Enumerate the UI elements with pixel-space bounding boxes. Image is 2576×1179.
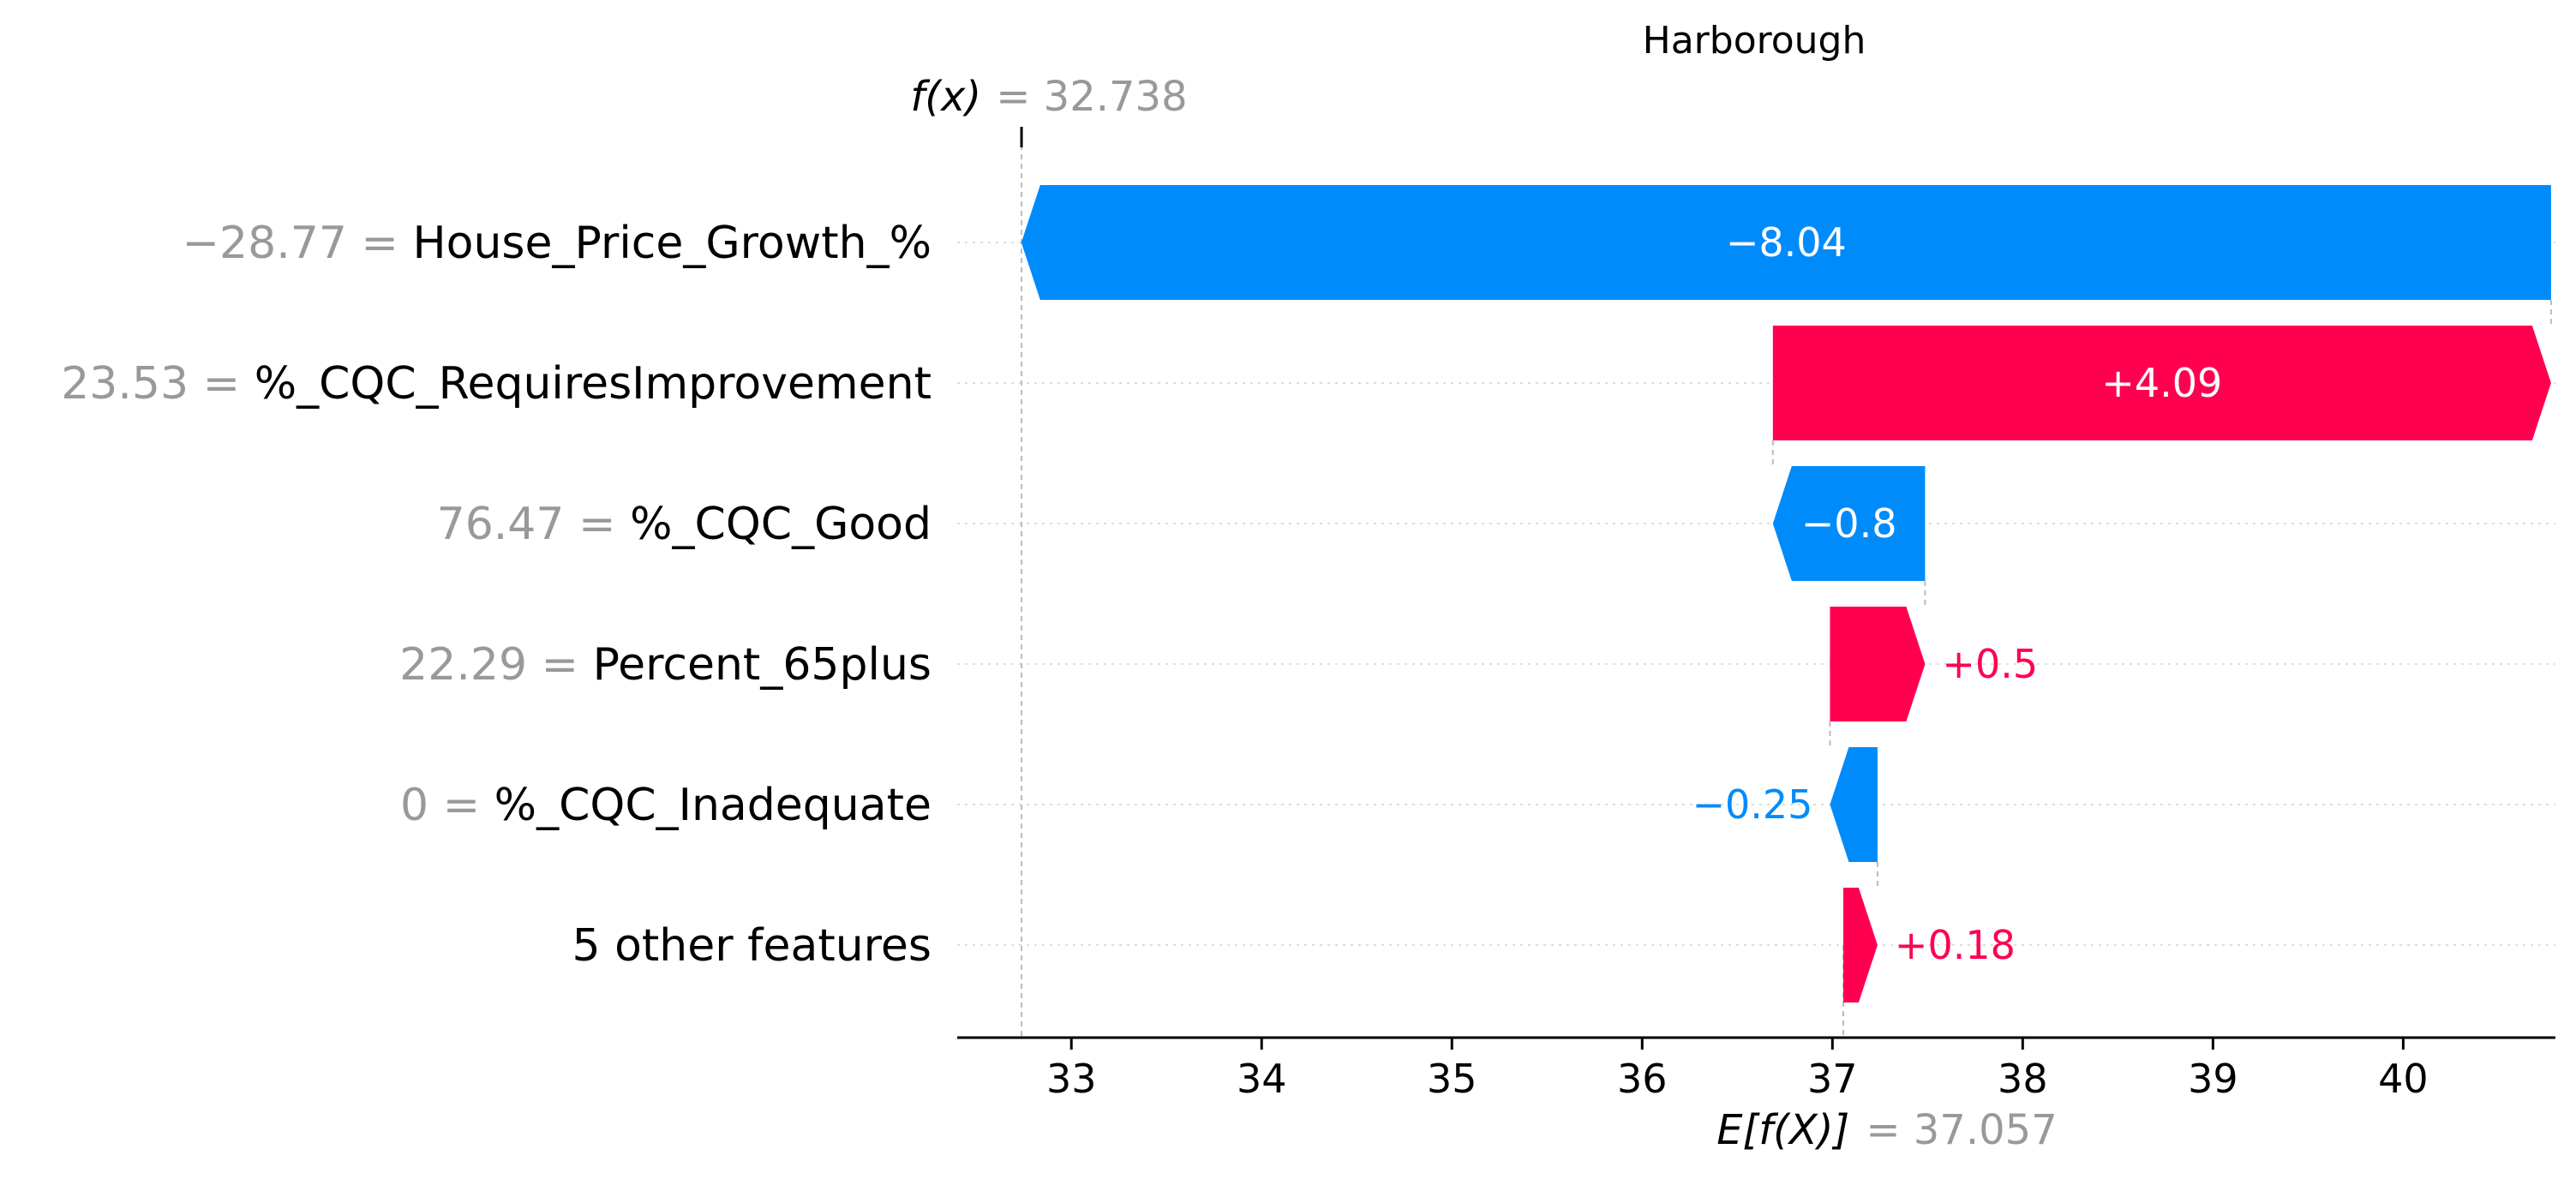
feature-labels: −28.77 = House_Price_Growth_% 23.53 = %_C… [61,218,932,972]
feature-name: Percent_65plus [593,639,932,691]
x-tick-label: 34 [1237,1056,1287,1102]
feature-value: 22.29 = [399,639,593,691]
feature-value: 0 = [400,780,494,831]
waterfall-bar [1021,185,2551,300]
waterfall-bar [1772,466,1926,581]
x-tick-label: 39 [2188,1056,2238,1102]
feature-name: House_Price_Growth_% [413,218,932,269]
svg-text:E[f(X)] = 37.057: E[f(X)] = 37.057 [1716,1106,2058,1154]
x-tick-label: 40 [2378,1056,2429,1102]
feature-name: %_CQC_RequiresImprovement [255,358,932,410]
feature-value: −28.77 = [182,218,412,269]
waterfall-bar [1830,607,1926,721]
bar-value-label: −0.25 [1692,781,1812,828]
waterfall-bar [1842,888,1878,1002]
bar-value-label: +4.09 [2101,360,2222,406]
feature-label: 76.47 = %_CQC_Good [437,499,932,550]
fx-value: = 32.738 [996,73,1187,121]
chart-title: Harborough [1643,19,1866,63]
feature-label: 22.29 = Percent_65plus [399,639,932,691]
fx-annotation: f(x) = 32.738 [910,73,1187,121]
connector-lines [1020,127,2552,1038]
bar-value-label: +0.5 [1942,641,2038,687]
feature-value: 23.53 = [61,358,255,410]
x-axis: 33 34 35 36 37 38 39 40 [957,1036,2555,1102]
feature-value: 76.47 = [437,499,631,550]
feature-label: 23.53 = %_CQC_RequiresImprovement [61,358,932,410]
feature-label: −28.77 = House_Price_Growth_% [182,218,932,269]
bars: −8.04 +4.09 −0.8 +0.5 −0.25 +0.18 [1021,185,2551,1002]
feature-label: 5 other features [572,920,932,972]
waterfall-bar [1772,326,2551,440]
feature-name: 5 other features [572,920,932,972]
x-tick-label: 37 [1807,1056,1858,1102]
x-tick-label: 33 [1046,1056,1097,1102]
x-tick-label: 35 [1427,1056,1477,1102]
x-tick-label: 38 [1998,1056,2048,1102]
expected-value: = 37.057 [1866,1106,2057,1154]
bar-value-label: +0.18 [1895,922,2016,968]
bar-value-label: −8.04 [1726,219,1847,266]
feature-name: %_CQC_Inadequate [494,780,932,831]
feature-name: %_CQC_Good [630,499,932,550]
expected-value-annotation: E[f(X)] = 37.057 [1716,1106,2058,1154]
feature-label: 0 = %_CQC_Inadequate [400,780,932,831]
x-tick-label: 36 [1617,1056,1668,1102]
bar-value-label: −0.8 [1801,500,1897,547]
svg-text:f(x) = 32.738: f(x) = 32.738 [910,73,1187,121]
expected-label: E[f(X)] [1716,1106,1849,1154]
fx-label: f(x) [910,73,981,121]
waterfall-bar [1830,747,1878,862]
